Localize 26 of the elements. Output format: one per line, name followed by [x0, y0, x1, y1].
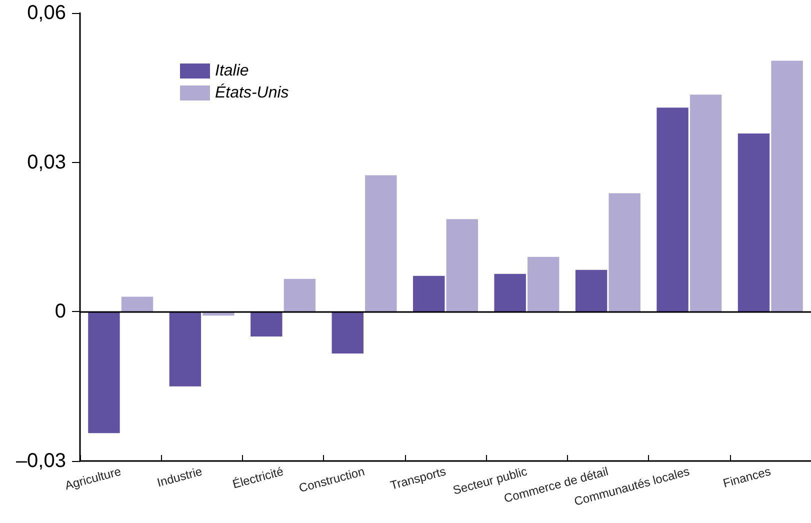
- bar: [446, 219, 478, 312]
- bar: [494, 274, 526, 312]
- legend-label: États-Unis: [215, 84, 289, 102]
- bar: [332, 312, 364, 354]
- y-tick-label: 0,06: [27, 2, 66, 24]
- bar: [284, 278, 316, 312]
- bar: [88, 312, 120, 434]
- x-tick-label: Industrie: [156, 464, 204, 490]
- bar: [528, 256, 560, 312]
- x-tick-label: Transports: [388, 464, 448, 492]
- bar: [250, 312, 282, 337]
- bar: [365, 175, 397, 312]
- bar: [771, 60, 803, 312]
- x-tick-label: Finances: [722, 464, 772, 490]
- y-tick-label: –0,03: [16, 450, 66, 472]
- bar: [413, 276, 445, 312]
- bar: [169, 312, 202, 386]
- bar: [656, 108, 688, 312]
- legend-label: Italie: [215, 62, 249, 80]
- y-tick-label: 0: [54, 300, 66, 323]
- bar: [608, 193, 640, 312]
- bar: [690, 94, 722, 312]
- bar: [121, 296, 154, 312]
- bar: [738, 133, 770, 312]
- y-tick-label: 0,03: [27, 151, 66, 174]
- bar: [575, 270, 608, 312]
